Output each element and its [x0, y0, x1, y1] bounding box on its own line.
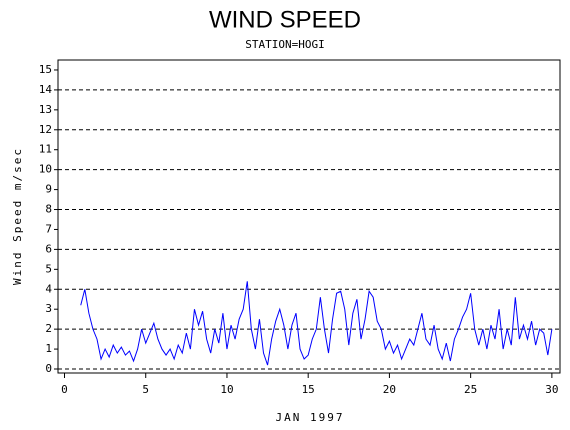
x-tick-label: 20 — [383, 383, 396, 396]
plot-frame — [57, 59, 561, 374]
x-tick-label: 10 — [220, 383, 233, 396]
chart-title: WIND SPEED — [209, 6, 361, 33]
x-tick-label: 25 — [464, 383, 477, 396]
x-tick-label: 5 — [142, 383, 149, 396]
y-tick-label: 2 — [45, 322, 52, 335]
x-tick-label: 15 — [302, 383, 315, 396]
y-tick-label: 1 — [45, 342, 52, 355]
y-axis-label: Wind Speed m/sec — [11, 147, 24, 285]
y-tick-label: 7 — [45, 222, 52, 235]
y-tick-label: 9 — [45, 183, 52, 196]
x-tick-label: 30 — [545, 383, 558, 396]
y-tick-label: 11 — [39, 143, 52, 156]
y-tick-label: 3 — [45, 302, 52, 315]
y-tick-label: 10 — [39, 163, 52, 176]
data-line — [80, 281, 553, 366]
y-tick-label: 14 — [39, 83, 53, 96]
y-tick-label: 6 — [45, 242, 52, 255]
y-tick-label: 13 — [39, 103, 52, 116]
y-tick-label: 15 — [39, 63, 52, 76]
x-axis-label: JAN 1997 — [276, 411, 345, 424]
y-tick-label: 5 — [45, 262, 52, 275]
x-tick-label: 0 — [61, 383, 68, 396]
y-tick-label: 0 — [45, 362, 52, 375]
y-tick-label: 8 — [45, 203, 52, 216]
y-tick-label: 12 — [39, 123, 52, 136]
y-tick-label: 4 — [45, 282, 52, 295]
chart-subtitle: STATION=HOGI — [245, 38, 324, 51]
